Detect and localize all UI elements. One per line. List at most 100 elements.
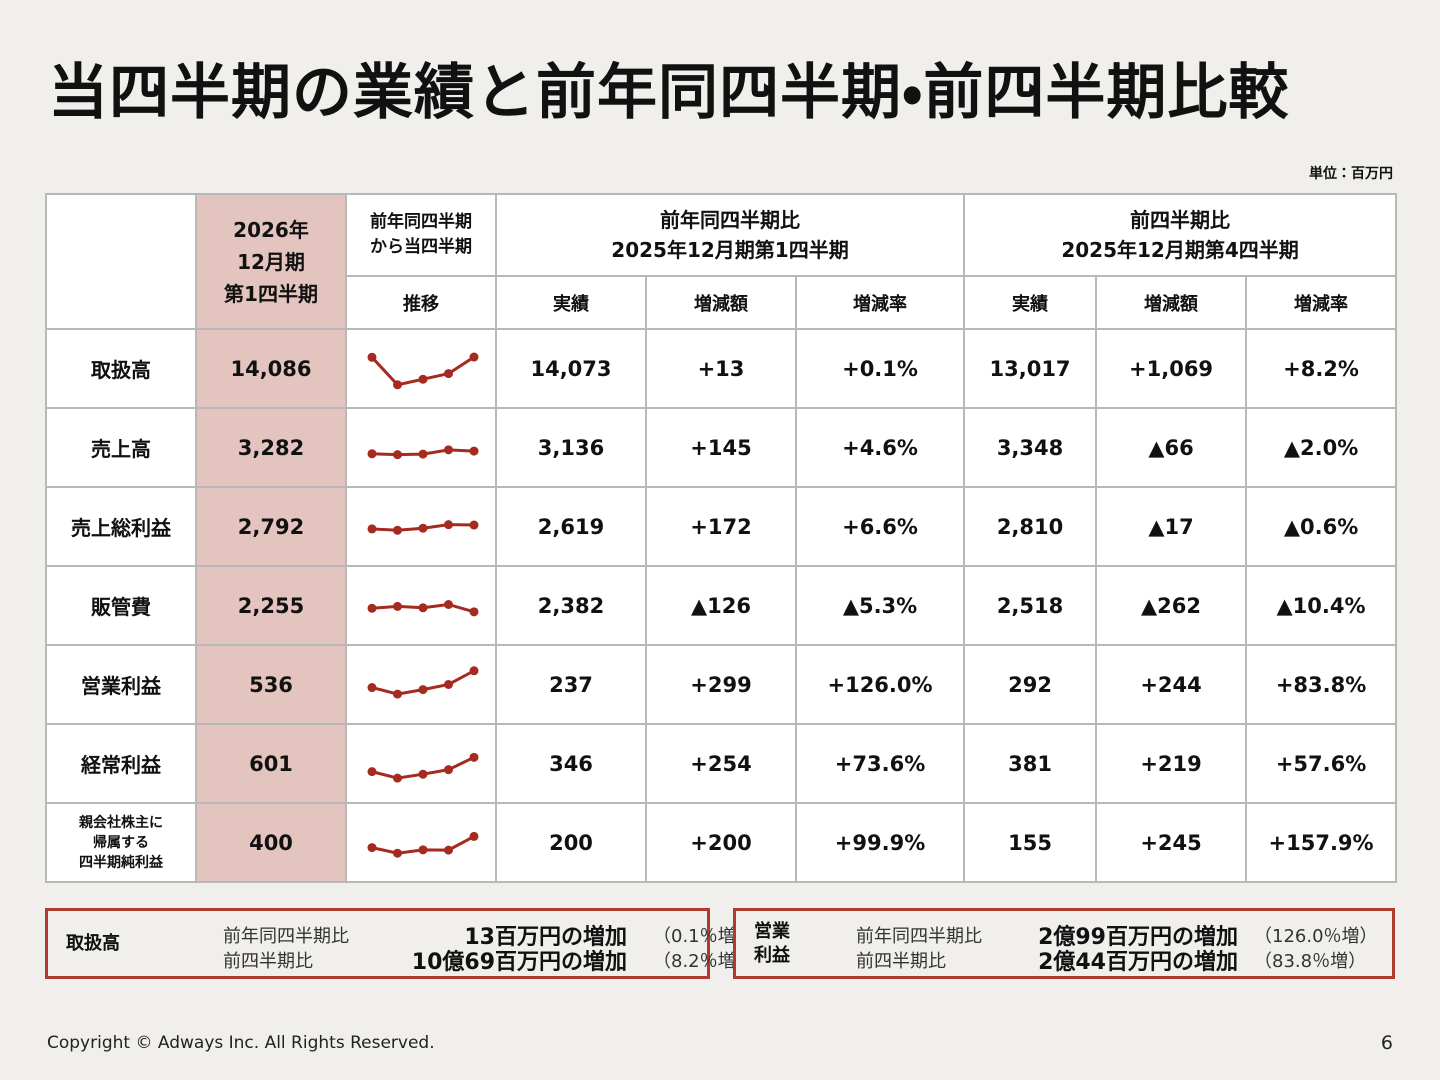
sparkline-point	[367, 449, 377, 459]
current-value: 2,255	[195, 565, 347, 646]
cell-value: +299	[645, 644, 797, 725]
cell-value: 3,136	[495, 407, 647, 488]
sparkline-point	[393, 380, 402, 390]
summary-label: 取扱高	[66, 911, 120, 976]
trend-cell	[345, 565, 497, 646]
group-period: 2025年12月期第1四半期	[611, 238, 849, 262]
sparkline-point	[418, 374, 428, 384]
cell-value: 292	[963, 644, 1098, 725]
title: 当四半期の業績と前年同四半期・前四半期比較	[48, 58, 1290, 128]
current-value: 601	[195, 723, 347, 804]
row-label: 営業利益	[45, 644, 197, 725]
row-label: 売上総利益	[45, 486, 197, 567]
row-label: 親会社株主に 帰属する 四半期純利益	[45, 802, 197, 883]
data-row: 親会社株主に 帰属する 四半期純利益 400 200 +200 +99.9% 155 +245 +…	[45, 802, 1398, 883]
summary-rate: （0.1％増）	[653, 926, 754, 947]
label-line: 経常利益	[81, 753, 161, 777]
summary-result: 2億99百万円の増加	[1038, 925, 1238, 950]
cell-value: +57.6%	[1245, 723, 1398, 804]
cell-value: +73.6%	[794, 723, 966, 804]
trend-cell	[345, 802, 497, 883]
cell-value: +244	[1095, 644, 1248, 725]
sparkline	[367, 666, 479, 699]
cell-value: +245	[1095, 802, 1248, 883]
column-header: 増減額	[1095, 275, 1248, 330]
sparkline	[367, 599, 479, 617]
column-header: 増減率	[794, 275, 966, 330]
summary-label: 営業 利益	[754, 911, 790, 976]
label-line: 四半期純利益	[79, 854, 163, 871]
data-row: 販管費 2,255 2,382 ▲126 ▲5.3% 2,518 ▲262 ▲10.4%	[45, 565, 1398, 646]
label-line: 親会社株主に	[79, 814, 163, 831]
cell-value: 155	[963, 802, 1098, 883]
sparkline-point	[444, 599, 453, 609]
row-label: 売上高	[45, 407, 197, 488]
cell-value: 14,073	[495, 328, 647, 409]
cell-value: 13,017	[963, 328, 1098, 409]
summary-rate: （83.8％増）	[1254, 951, 1367, 972]
group-period: 2025年12月期第4四半期	[1061, 238, 1299, 262]
sparkline-point	[444, 445, 453, 455]
sparkline-point	[367, 524, 377, 534]
trend-cell	[345, 328, 497, 409]
cell-value: ▲5.3%	[794, 565, 966, 646]
label-line: 取扱高	[91, 358, 151, 382]
sparkline-point	[444, 845, 453, 855]
cell-value: +6.6%	[794, 486, 966, 567]
sparkline	[367, 752, 479, 783]
sparkline-point	[444, 520, 453, 530]
summary-basis: 前年同四半期比	[856, 926, 982, 947]
label-line: 取扱高	[66, 932, 120, 954]
header-row: 推移 実績 増減額 増減率 実績 増減額 増減率	[46, 275, 1398, 330]
sparkline-point	[469, 607, 479, 617]
cell-value: +219	[1095, 723, 1248, 804]
sparkline-point	[367, 603, 377, 613]
sparkline-point	[444, 679, 453, 689]
sparkline	[367, 831, 479, 858]
cell-value: +4.6%	[794, 407, 966, 488]
cell-value: 3,348	[963, 407, 1098, 488]
column-header: 実績	[495, 275, 647, 330]
cell-value: ▲10.4%	[1245, 565, 1398, 646]
current-value: 536	[195, 644, 347, 725]
results-table: 2026年 12月期 第1四半期 前年同四半期 から当四半期 前年同四半期比 2025年12…	[45, 193, 1398, 883]
cell-value: ▲0.6%	[1245, 486, 1398, 567]
trend-cell	[345, 486, 497, 567]
cell-value: +99.9%	[794, 802, 966, 883]
sparkline-point	[393, 848, 402, 858]
sparkline-point	[418, 845, 428, 855]
data-row: 取扱高 14,086 14,073 +13 +0.1% 13,017 +1,069 +8.2%	[45, 328, 1398, 409]
sparkline-point	[418, 603, 428, 613]
sparkline-point	[367, 352, 377, 362]
column-header: 実績	[963, 275, 1098, 330]
label-line: 売上高	[91, 437, 151, 461]
label-line: 利益	[754, 944, 790, 966]
row-label: 経常利益	[45, 723, 197, 804]
header-line: 第1四半期	[224, 281, 318, 306]
header-line: 前年同四半期	[370, 212, 472, 232]
trend-cell	[345, 644, 497, 725]
trend-subheader: 推移	[345, 275, 497, 330]
sparkline-point	[418, 523, 428, 533]
summary-basis: 前四半期比	[223, 951, 313, 972]
current-period-header: 2026年 12月期 第1四半期	[195, 193, 347, 330]
sparkline-point	[393, 601, 402, 611]
sparkline-point	[393, 525, 402, 535]
cell-value: 2,518	[963, 565, 1098, 646]
cell-value: ▲262	[1095, 565, 1248, 646]
sparkline-point	[469, 752, 479, 762]
summary-basis: 前年同四半期比	[223, 926, 349, 947]
label-line: 販管費	[91, 595, 151, 619]
cell-value: ▲66	[1095, 407, 1248, 488]
cell-value: +254	[645, 723, 797, 804]
row-label: 取扱高	[45, 328, 197, 409]
header-line: から当四半期	[370, 237, 472, 257]
group-header: 前四半期比 2025年12月期第4四半期	[963, 193, 1398, 277]
current-value: 2,792	[195, 486, 347, 567]
header-line: 12月期	[237, 249, 305, 274]
sparkline	[367, 520, 479, 535]
sparkline-point	[469, 520, 479, 530]
cell-value: 2,382	[495, 565, 647, 646]
label-line: 営業	[754, 920, 790, 942]
sparkline-point	[393, 689, 402, 699]
